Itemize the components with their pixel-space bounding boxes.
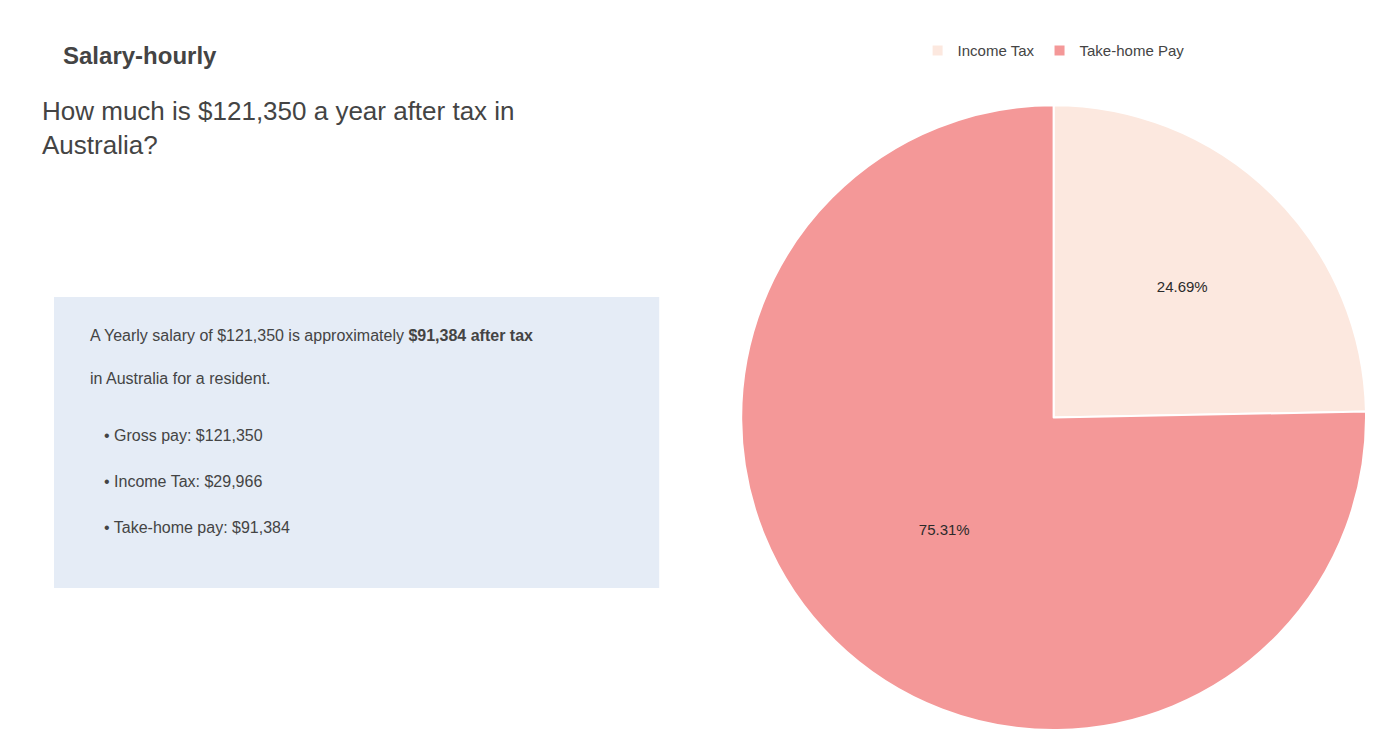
svg-text:in Australia for a resident.: in Australia for a resident. (90, 370, 271, 387)
svg-text:• Gross pay: $121,350: • Gross pay: $121,350 (104, 427, 263, 444)
svg-text:How much is $121,350 a year af: How much is $121,350 a year after tax in… (42, 96, 515, 160)
svg-text:• Income Tax: $29,966: • Income Tax: $29,966 (104, 473, 262, 490)
svg-text:75.31%: 75.31% (919, 521, 970, 538)
svg-text:Take-home Pay: Take-home Pay (1080, 42, 1185, 59)
svg-text:Income Tax: Income Tax (958, 42, 1035, 59)
svg-text:Salary-hourly: Salary-hourly (63, 42, 217, 69)
svg-text:• Take-home pay: $91,384: • Take-home pay: $91,384 (104, 519, 290, 536)
svg-text:24.69%: 24.69% (1157, 278, 1208, 295)
svg-text:A Yearly salary of $121,350 is: A Yearly salary of $121,350 is approxima… (90, 327, 533, 344)
